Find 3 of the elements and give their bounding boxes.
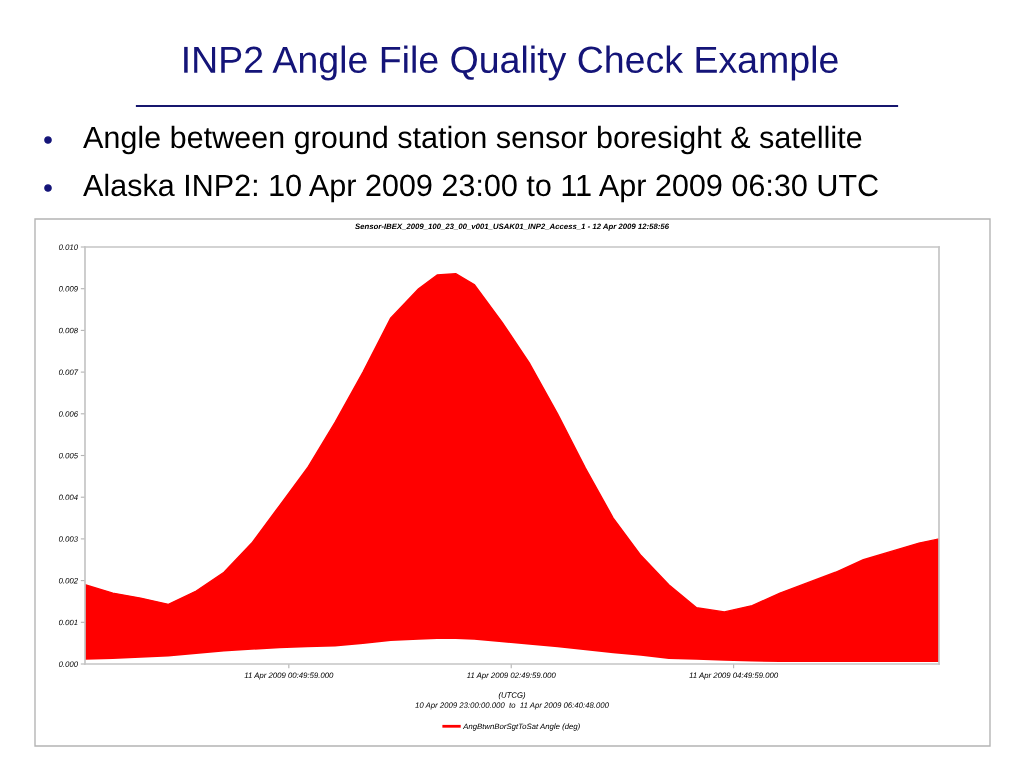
text: Alaska INP2: 10 Apr 2009 23:00 to 11 Apr 2009 06:30 UTC (83, 173, 878, 203)
text: Angle between ground station sensor boresight & satellite (83, 125, 862, 155)
chart-title: INP2 Angle File Quality Check Example (184, 45, 838, 81)
